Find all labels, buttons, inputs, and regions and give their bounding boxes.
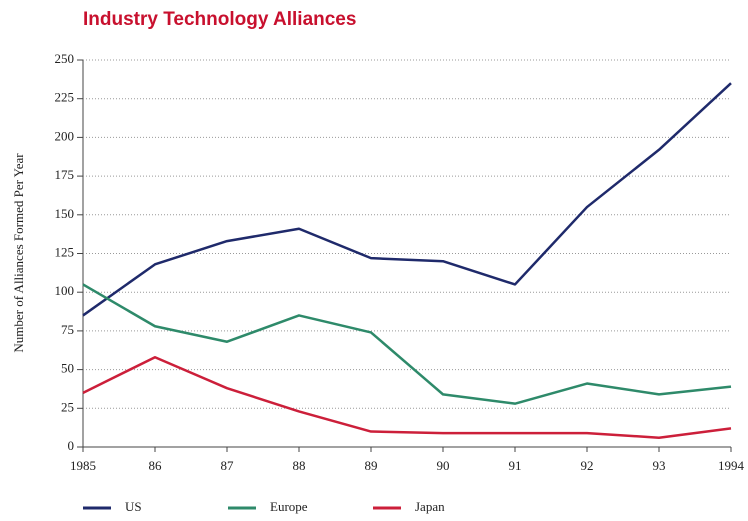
x-tick-label: 90 bbox=[437, 458, 450, 473]
x-tick-label: 89 bbox=[365, 458, 378, 473]
y-tick-label: 50 bbox=[61, 361, 74, 376]
legend-label: US bbox=[125, 499, 142, 514]
series-line bbox=[82, 82, 732, 317]
y-tick-label: 150 bbox=[55, 206, 75, 221]
y-tick-label: 100 bbox=[55, 283, 75, 298]
y-tick-label: 225 bbox=[55, 90, 75, 105]
y-tick-label: 0 bbox=[68, 438, 75, 453]
y-tick-label: 25 bbox=[61, 399, 74, 414]
legend-label: Japan bbox=[415, 499, 445, 514]
x-tick-label: 86 bbox=[149, 458, 163, 473]
y-tick-label: 200 bbox=[55, 128, 75, 143]
x-tick-label: 1994 bbox=[718, 458, 745, 473]
x-tick-label: 1985 bbox=[70, 458, 96, 473]
x-tick-label: 92 bbox=[581, 458, 594, 473]
x-tick-label: 88 bbox=[293, 458, 306, 473]
series-line bbox=[82, 283, 732, 405]
x-tick-label: 93 bbox=[653, 458, 666, 473]
x-tick-label: 87 bbox=[221, 458, 235, 473]
y-tick-label: 250 bbox=[55, 51, 75, 66]
legend-label: Europe bbox=[270, 499, 308, 514]
series-line bbox=[82, 355, 732, 439]
y-tick-label: 125 bbox=[55, 244, 75, 259]
y-tick-label: 175 bbox=[55, 167, 75, 182]
chart-title: Industry Technology Alliances bbox=[83, 9, 356, 30]
y-tick-label: 75 bbox=[61, 322, 74, 337]
x-tick-label: 91 bbox=[509, 458, 522, 473]
y-axis-label: Number of Alliances Formed Per Year bbox=[11, 153, 26, 353]
